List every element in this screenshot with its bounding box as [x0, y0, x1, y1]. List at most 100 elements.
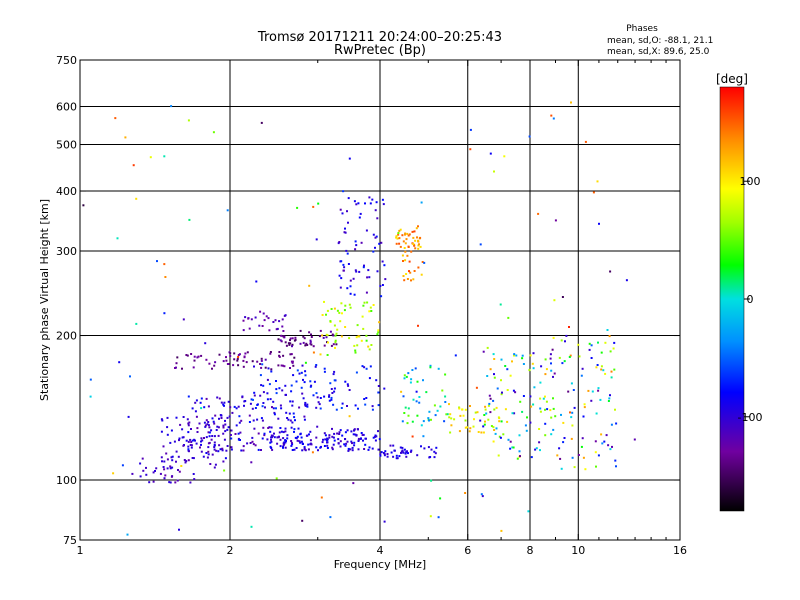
data-point — [162, 445, 165, 448]
data-point — [552, 407, 555, 410]
data-point — [414, 367, 417, 370]
data-point — [170, 105, 173, 108]
data-point — [262, 312, 265, 315]
data-point — [398, 237, 401, 240]
data-point — [308, 284, 311, 287]
data-point — [205, 452, 208, 454]
data-point — [366, 301, 369, 304]
data-point — [412, 278, 415, 281]
data-point — [236, 359, 239, 362]
data-point — [238, 421, 241, 424]
data-point — [553, 299, 556, 302]
data-point — [290, 360, 293, 363]
data-point — [583, 406, 586, 409]
data-point — [281, 364, 284, 367]
data-point — [310, 343, 313, 346]
data-point — [190, 446, 193, 449]
data-point — [328, 434, 331, 437]
data-point — [333, 432, 336, 435]
data-point — [284, 384, 287, 387]
data-point — [222, 403, 225, 406]
data-point — [340, 260, 343, 263]
data-point — [488, 394, 491, 397]
data-point — [498, 435, 501, 438]
data-point — [294, 436, 297, 439]
data-point — [250, 461, 253, 464]
data-point — [418, 396, 421, 398]
data-point — [368, 276, 371, 279]
data-point — [286, 417, 289, 419]
data-point — [289, 400, 292, 403]
data-point — [332, 436, 335, 439]
data-point — [347, 447, 350, 450]
data-point — [298, 372, 301, 375]
data-point — [416, 380, 419, 383]
data-point — [402, 395, 405, 398]
data-point — [300, 436, 303, 439]
data-point — [321, 441, 324, 444]
data-point — [476, 411, 479, 414]
data-point — [214, 361, 217, 364]
data-point — [184, 461, 187, 464]
data-point — [580, 445, 583, 448]
data-point — [449, 413, 452, 416]
data-point — [129, 375, 131, 378]
data-point — [225, 356, 227, 359]
data-point — [497, 454, 500, 457]
data-point — [590, 399, 593, 402]
data-point — [614, 459, 617, 462]
data-point — [346, 429, 349, 432]
data-point — [313, 380, 316, 383]
data-point — [215, 449, 218, 452]
data-point — [507, 438, 510, 441]
data-point — [350, 430, 353, 433]
data-point — [407, 234, 410, 237]
data-point — [430, 479, 433, 482]
data-point — [319, 353, 322, 356]
data-point — [246, 351, 249, 354]
data-point — [249, 442, 252, 444]
data-point — [220, 414, 223, 417]
data-point — [274, 319, 277, 322]
data-point — [484, 420, 486, 423]
data-point — [239, 439, 241, 441]
data-point — [401, 446, 404, 449]
data-point — [519, 400, 522, 403]
data-point — [349, 285, 352, 288]
data-point — [354, 404, 357, 407]
data-point — [349, 306, 352, 309]
data-point — [145, 473, 148, 476]
data-point — [357, 428, 359, 431]
data-point — [267, 367, 270, 370]
data-point — [213, 364, 216, 367]
data-point — [315, 392, 318, 395]
data-point — [259, 374, 262, 377]
data-point — [322, 438, 324, 441]
data-point — [358, 216, 361, 219]
data-point — [348, 415, 351, 418]
data-point — [182, 444, 185, 447]
data-point — [272, 321, 275, 323]
data-point — [513, 354, 515, 357]
data-point — [434, 452, 437, 455]
data-point — [182, 318, 185, 321]
data-point — [193, 438, 196, 441]
data-point — [562, 421, 565, 424]
data-point — [538, 441, 541, 444]
data-point — [161, 460, 163, 463]
data-point — [164, 276, 167, 278]
y-axis-label: Stationary phase Virtual Height [km] — [38, 199, 51, 401]
data-point — [339, 445, 342, 448]
data-point — [126, 533, 129, 536]
data-point — [308, 331, 311, 334]
data-point — [204, 425, 207, 428]
data-point — [272, 400, 275, 403]
data-point — [464, 426, 467, 429]
data-point — [208, 431, 211, 434]
data-point — [377, 329, 380, 332]
data-point — [594, 440, 597, 443]
data-point — [588, 342, 591, 345]
data-point — [280, 430, 283, 433]
data-point — [469, 128, 472, 131]
data-point — [376, 333, 379, 336]
